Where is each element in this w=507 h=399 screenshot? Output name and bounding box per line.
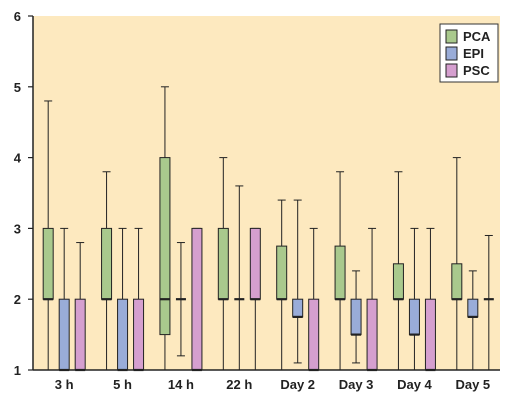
x-tick-label: 3 h [55,377,74,392]
box-epi [175,242,186,357]
box-psc [191,227,203,372]
box-body [117,298,129,371]
legend-swatch-pca [445,29,458,44]
box-body [334,245,346,300]
y-tick-label: 1 [14,363,21,378]
y-tick-label: 4 [14,151,22,166]
x-axis: 3 h 5 h 14 h 22 h Day 2 Day 3 Day 4 Day 5 [33,369,500,392]
box-psc [249,227,261,371]
y-tick-label: 6 [14,9,21,24]
box-pca [334,171,346,371]
box-body [276,245,288,300]
legend-swatch-epi [445,46,458,61]
y-tick-label: 5 [14,80,21,95]
legend-label-pca: PCA [463,29,491,44]
box-body [217,227,229,300]
box-epi [350,270,362,364]
box-pca [451,157,463,371]
box-body [133,298,145,371]
box-epi [292,199,304,364]
box-body [350,298,362,336]
x-tick-label: Day 2 [280,377,315,392]
box-pca [101,171,113,371]
y-axis: 1 2 3 4 5 6 [14,9,34,378]
x-tick-label: Day 3 [339,377,374,392]
box-body [408,298,420,336]
legend-label-psc: PSC [463,63,490,78]
box-body [451,263,463,300]
box-body [58,298,70,371]
x-tick-label: Day 5 [455,377,490,392]
box-body [467,298,479,318]
box-body [424,298,436,371]
box-body [42,227,54,300]
x-tick-label: 5 h [113,377,132,392]
box-body [159,157,171,336]
x-tick-label: Day 4 [397,377,432,392]
legend-swatch-psc [445,63,458,78]
x-tick-label: 22 h [226,377,252,392]
box-body [101,227,113,300]
box-pca [392,171,404,371]
box-body [249,227,261,300]
boxes-layer [42,86,494,372]
box-body [392,263,404,300]
y-tick-label: 3 [14,221,21,236]
x-tick-label: 14 h [168,377,194,392]
box-body [191,227,203,371]
box-body [366,298,378,371]
box-pca [217,157,229,371]
box-body [308,298,320,371]
legend-label-epi: EPI [463,46,484,61]
plot-area [33,16,500,370]
box-body [292,298,304,318]
box-epi [234,185,245,371]
y-tick-label: 2 [14,292,21,307]
box-body [74,298,86,371]
box-epi [408,227,420,371]
legend: PCA EPI PSC [439,23,499,83]
